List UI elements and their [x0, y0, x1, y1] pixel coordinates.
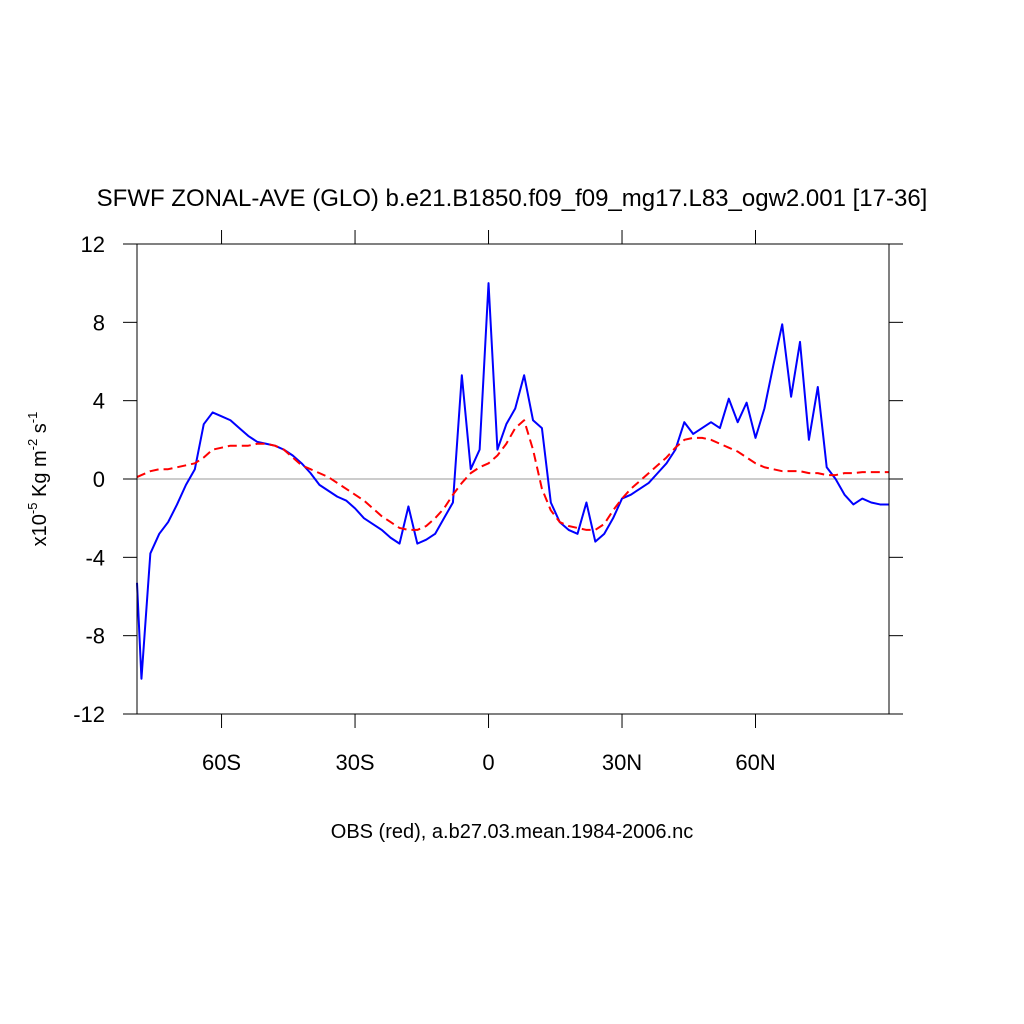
y-tick-label: 12	[81, 232, 105, 257]
y-axis-label-sup: -5	[25, 503, 40, 515]
x-axis-label: OBS (red), a.b27.03.mean.1984-2006.nc	[331, 821, 693, 843]
series-line	[136, 419, 889, 531]
x-tick-label: 60S	[202, 750, 241, 775]
x-tick-label: 60N	[735, 750, 775, 775]
y-tick-label: 8	[93, 310, 105, 335]
chart-title: SFWF ZONAL-AVE (GLO) b.e21.B1850.f09_f09…	[97, 185, 928, 212]
y-axis-label-part: Kg m	[29, 450, 51, 502]
y-axis-label-part: x10	[29, 514, 51, 546]
y-tick-label: 0	[93, 467, 105, 492]
y-axis-label-part: s	[29, 423, 51, 439]
series-line	[136, 282, 889, 680]
y-axis-label-sup: -2	[25, 439, 40, 451]
y-tick-label: -12	[73, 702, 105, 727]
y-tick-label: 4	[93, 389, 105, 414]
x-tick-label: 0	[482, 750, 494, 775]
y-tick-label: -4	[85, 545, 105, 570]
plot-frame	[136, 243, 890, 715]
y-tick-label: -8	[85, 624, 105, 649]
x-tick-label: 30S	[335, 750, 374, 775]
x-tick-label: 30N	[602, 750, 642, 775]
y-axis-label-sup: -1	[25, 412, 40, 424]
y-axis-label: x10-5 Kg m-2 s-1	[25, 412, 51, 547]
